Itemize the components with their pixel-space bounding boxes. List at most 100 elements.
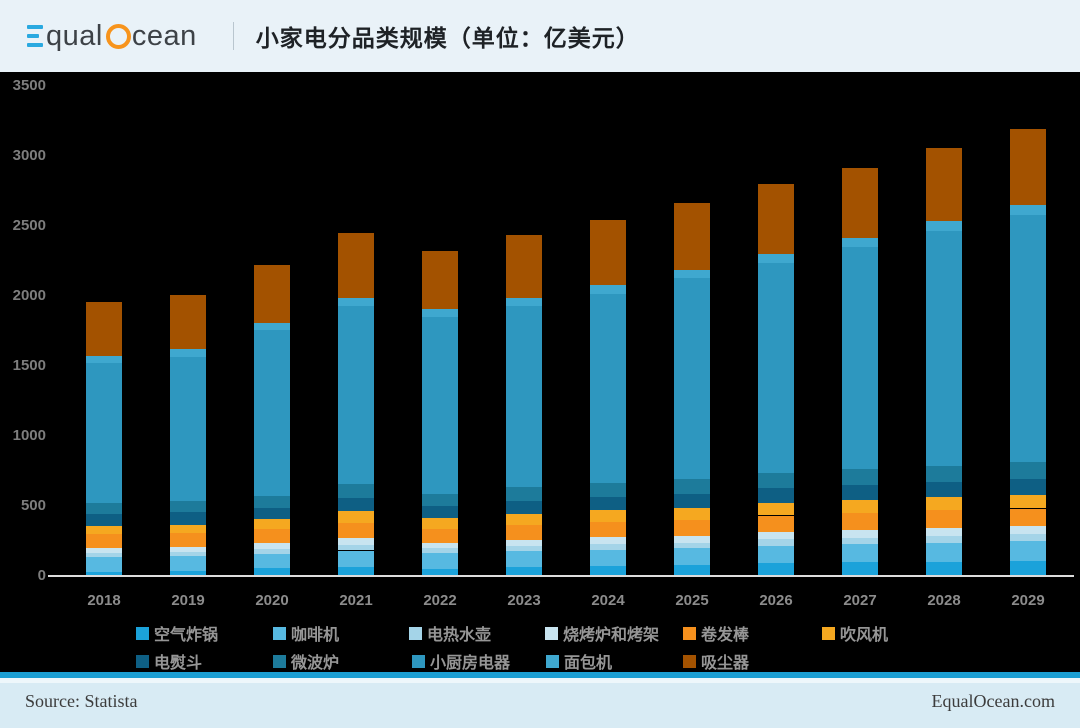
x-axis-label: 2024 — [591, 592, 625, 609]
x-axis-label: 2029 — [1011, 592, 1045, 609]
segment-bread-maker — [926, 221, 962, 232]
segment-vacuum-cleaner — [422, 250, 458, 310]
segment-bread-maker — [590, 285, 626, 294]
x-axis-label: 2022 — [423, 592, 457, 609]
segment-coffee-machine — [170, 556, 206, 571]
y-axis-label: 0 — [37, 567, 46, 584]
logo-text-cean: cean — [131, 19, 197, 52]
segment-bread-maker — [674, 270, 710, 279]
segment-microwave-oven — [506, 486, 542, 501]
segment-small-kitchen-appliance — [926, 231, 962, 466]
segment-vacuum-cleaner — [506, 235, 542, 298]
segment-hair-dryer — [842, 499, 878, 513]
segment-grill-and-bbq-rack — [674, 535, 710, 543]
segment-bread-maker — [506, 297, 542, 307]
segment-small-kitchen-appliance — [422, 317, 458, 494]
x-axis-label: 2023 — [507, 592, 541, 609]
segment-air-fryer — [674, 565, 710, 575]
segment-vacuum-cleaner — [86, 302, 122, 356]
segment-grill-and-bbq-rack — [338, 537, 374, 545]
segment-grill-and-bbq-rack — [254, 543, 290, 550]
legend-item-vacuum-cleaner: 吸尘器 — [683, 651, 749, 672]
bar-2019 — [170, 72, 206, 575]
segment-grill-and-bbq-rack — [86, 547, 122, 553]
bar-2027 — [842, 72, 878, 575]
segment-grill-and-bbq-rack — [590, 537, 626, 545]
segment-air-fryer — [590, 565, 626, 575]
legend-label: 咖啡机 — [291, 627, 340, 644]
segment-electric-kettle — [422, 548, 458, 554]
bar-2028 — [926, 72, 962, 575]
y-axis-label: 3000 — [12, 147, 46, 164]
legend-swatch-microwave-oven — [273, 654, 286, 668]
segment-grill-and-bbq-rack — [926, 527, 962, 537]
bar-2024 — [590, 72, 626, 575]
segment-bread-maker — [170, 349, 206, 357]
segment-electric-iron — [1010, 478, 1046, 495]
legend-label: 小厨房电器 — [430, 655, 511, 672]
segment-vacuum-cleaner — [842, 167, 878, 239]
equalocean-logo: qual cean — [27, 20, 197, 53]
legend-item-coffee-machine: 咖啡机 — [273, 623, 340, 644]
segment-coffee-machine — [758, 545, 794, 564]
segment-hair-dryer — [422, 518, 458, 529]
x-axis-label: 2018 — [87, 592, 121, 609]
divider-highlight — [0, 678, 1080, 683]
segment-air-fryer — [1010, 561, 1046, 575]
divider-bar — [0, 672, 1080, 678]
y-axis-label: 2500 — [12, 217, 46, 234]
segment-coffee-machine — [506, 551, 542, 568]
segment-electric-iron — [86, 513, 122, 526]
segment-hair-dryer — [170, 524, 206, 533]
legend-item-grill-and-bbq-rack: 烧烤炉和烤架 — [545, 623, 660, 644]
segment-curling-iron — [506, 524, 542, 540]
segment-grill-and-bbq-rack — [1010, 526, 1046, 535]
segment-air-fryer — [338, 567, 374, 575]
legend-item-bread-maker: 面包机 — [546, 651, 612, 672]
source-label: Source: Statista — [25, 691, 138, 711]
segment-curling-iron — [170, 532, 206, 547]
segment-bread-maker — [758, 253, 794, 263]
segment-air-fryer — [842, 562, 878, 575]
legend-item-hair-dryer: 吹风机 — [822, 623, 888, 644]
bar-2020 — [254, 72, 290, 575]
segment-microwave-oven — [926, 465, 962, 482]
segment-air-fryer — [170, 570, 206, 575]
legend-item-electric-kettle: 电热水壶 — [409, 623, 492, 644]
segment-microwave-oven — [86, 502, 122, 514]
segment-hair-dryer — [758, 502, 794, 516]
segment-coffee-machine — [926, 542, 962, 562]
segment-air-fryer — [254, 568, 290, 575]
segment-vacuum-cleaner — [674, 202, 710, 271]
legend-item-small-kitchen-appliance: 小厨房电器 — [412, 651, 511, 672]
segment-coffee-machine — [674, 548, 710, 566]
legend-swatch-air-fryer — [136, 626, 149, 640]
x-axis-label: 2019 — [171, 592, 205, 609]
segment-curling-iron — [254, 529, 290, 544]
segment-microwave-oven — [674, 479, 710, 495]
segment-electric-iron — [422, 506, 458, 519]
segment-hair-dryer — [674, 507, 710, 520]
segment-bread-maker — [254, 322, 290, 331]
segment-coffee-machine — [842, 544, 878, 563]
x-axis-label: 2020 — [255, 592, 289, 609]
segment-coffee-machine — [338, 550, 374, 568]
segment-small-kitchen-appliance — [170, 356, 206, 502]
legend-item-curling-iron: 卷发棒 — [683, 623, 749, 644]
segment-grill-and-bbq-rack — [758, 532, 794, 540]
legend-swatch-vacuum-cleaner — [683, 654, 696, 668]
segment-small-kitchen-appliance — [1010, 214, 1046, 462]
bar-2023 — [506, 72, 542, 575]
legend-label: 烧烤炉和烤架 — [563, 627, 660, 644]
segment-small-kitchen-appliance — [590, 293, 626, 483]
segment-microwave-oven — [590, 482, 626, 497]
segment-bread-maker — [86, 355, 122, 363]
segment-small-kitchen-appliance — [86, 362, 122, 503]
segment-electric-iron — [590, 496, 626, 511]
legend-label: 电热水壶 — [427, 627, 492, 644]
segment-microwave-oven — [422, 493, 458, 507]
segment-electric-kettle — [170, 551, 206, 557]
segment-grill-and-bbq-rack — [422, 542, 458, 549]
footer: Source: Statista EqualOcean.com — [0, 683, 1080, 728]
